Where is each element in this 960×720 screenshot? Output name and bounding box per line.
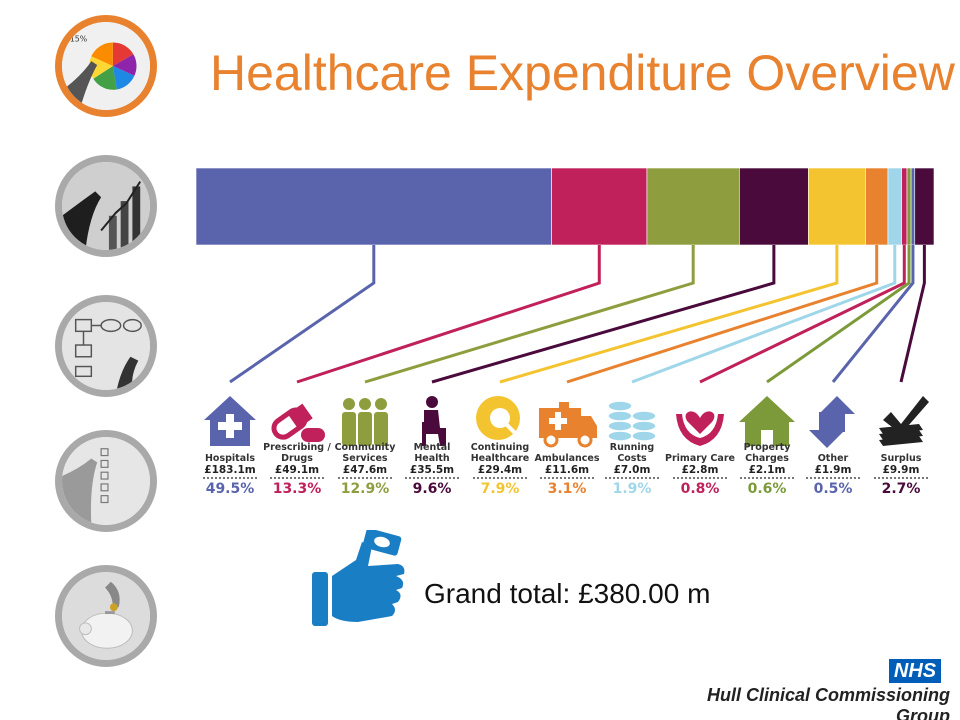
grand-total: Grand total: £380.00 m — [424, 575, 784, 613]
category-name: Running Costs — [609, 442, 655, 464]
bar-segment-9 — [910, 167, 916, 246]
pie-chart-hand-icon: 15% — [62, 22, 150, 110]
category-percent: 49.5% — [205, 481, 255, 497]
organisation-name: Hull Clinical Commissioning Group — [706, 685, 950, 720]
connector-line-7 — [699, 245, 906, 384]
bar-segment-5 — [865, 167, 889, 246]
category-label-group: Mental Health £35.5m 9.6% — [397, 442, 467, 497]
bar-segment-3 — [739, 167, 809, 246]
category-label-group: Ambulances £11.6m 3.1% — [532, 442, 602, 497]
connector-line-4 — [499, 245, 839, 384]
category-percent: 13.3% — [272, 481, 322, 497]
category-name: Mental Health — [413, 442, 451, 464]
category-label-group: Surplus £9.9m 2.7% — [866, 442, 936, 497]
ambulance-icon — [539, 402, 597, 448]
category-name: Ambulances — [534, 453, 600, 464]
category-label-group: Hospitals £183.1m 49.5% — [195, 442, 265, 497]
bar-chart-thumbnail[interactable] — [55, 155, 157, 257]
heart-magnifier-icon — [476, 396, 520, 440]
category-percent: 2.7% — [881, 481, 921, 497]
bar-chart-hand-icon — [62, 162, 150, 250]
category-name: Hospitals — [204, 453, 256, 464]
pie-chart-thumbnail[interactable]: 15% — [55, 15, 157, 117]
category-name: Prescribing / Drugs — [263, 442, 331, 464]
category-label-group: Community Services £47.6m 12.9% — [330, 442, 400, 497]
connector-line-6 — [631, 245, 897, 384]
bar-segment-7 — [901, 167, 908, 246]
category-percent: 3.1% — [547, 481, 587, 497]
category-value: £11.6m — [540, 464, 594, 479]
category-name: Continuing Healthcare — [470, 442, 530, 464]
bar-segment-6 — [887, 167, 902, 246]
category-label-group: Primary Care £2.8m 0.8% — [665, 442, 735, 497]
connector-line-3 — [431, 245, 776, 384]
flowchart-hand-icon — [62, 302, 150, 390]
category-name: Surplus — [880, 453, 922, 464]
grand-total-label: Grand total: — [424, 578, 571, 609]
flowchart-thumbnail[interactable] — [55, 295, 157, 397]
hands-heart-icon — [676, 411, 724, 446]
bar-segment-4 — [808, 167, 866, 246]
category-label-group: Other £1.9m 0.5% — [798, 442, 868, 497]
category-percent: 9.6% — [412, 481, 452, 497]
category-value: £1.9m — [806, 464, 860, 479]
grand-total-value: £380.00 m — [578, 578, 711, 609]
connector-line-10 — [899, 245, 926, 383]
slide-title: Healthcare Expenditure Overview — [210, 45, 955, 101]
up-down-arrows-icon — [809, 396, 855, 448]
category-value: £35.5m — [405, 464, 459, 479]
category-percent: 1.9% — [612, 481, 652, 497]
connector-line-5 — [566, 245, 879, 384]
piggy-bank-icon — [62, 572, 150, 660]
category-percent: 7.9% — [480, 481, 520, 497]
pill-capsule-icon — [271, 403, 325, 442]
connector-line-1 — [296, 245, 601, 384]
connector-line-0 — [229, 245, 376, 384]
checkmark-papers-icon — [879, 396, 929, 446]
coin-stack-icon — [607, 400, 657, 442]
category-name: Property Charges — [743, 442, 791, 464]
category-percent: 0.6% — [747, 481, 787, 497]
category-label-group: Running Costs £7.0m 1.9% — [597, 442, 667, 497]
bar-segment-2 — [646, 167, 740, 246]
checklist-hand-icon — [62, 437, 150, 525]
category-percent: 0.5% — [813, 481, 853, 497]
category-value: £49.1m — [270, 464, 324, 479]
category-value: £9.9m — [874, 464, 928, 479]
bar-segment-8 — [906, 167, 912, 246]
category-label-group: Prescribing / Drugs £49.1m 13.3% — [262, 442, 332, 497]
connector-line-9 — [831, 245, 915, 383]
category-value: £7.0m — [605, 464, 659, 479]
seated-person-icon — [422, 396, 446, 446]
house-icon — [739, 396, 795, 446]
piggy-bank-thumbnail[interactable] — [55, 565, 157, 667]
hospital-house-icon — [204, 396, 256, 446]
connector-line-2 — [364, 245, 695, 384]
category-label-group: Continuing Healthcare £29.4m 7.9% — [465, 442, 535, 497]
connector-line-8 — [766, 245, 911, 384]
category-name: Other — [817, 453, 849, 464]
category-name: Community Services — [334, 442, 396, 464]
category-value: £2.1m — [740, 464, 794, 479]
category-value: £47.6m — [338, 464, 392, 479]
bar-segment-10 — [914, 167, 935, 246]
svg-text:15%: 15% — [70, 35, 87, 44]
nhs-logo: NHS — [889, 659, 941, 683]
category-value: £29.4m — [473, 464, 527, 479]
category-percent: 12.9% — [340, 481, 390, 497]
checklist-thumbnail[interactable] — [55, 430, 157, 532]
category-label-group: Property Charges £2.1m 0.6% — [732, 442, 802, 497]
category-name: Primary Care — [665, 453, 735, 464]
people-group-icon — [342, 398, 388, 446]
category-value: £2.8m — [673, 464, 727, 479]
bar-segment-1 — [551, 167, 648, 246]
bar-segment-0 — [195, 167, 552, 246]
money-hand-icon — [312, 530, 405, 626]
category-percent: 0.8% — [680, 481, 720, 497]
category-value: £183.1m — [203, 464, 257, 479]
